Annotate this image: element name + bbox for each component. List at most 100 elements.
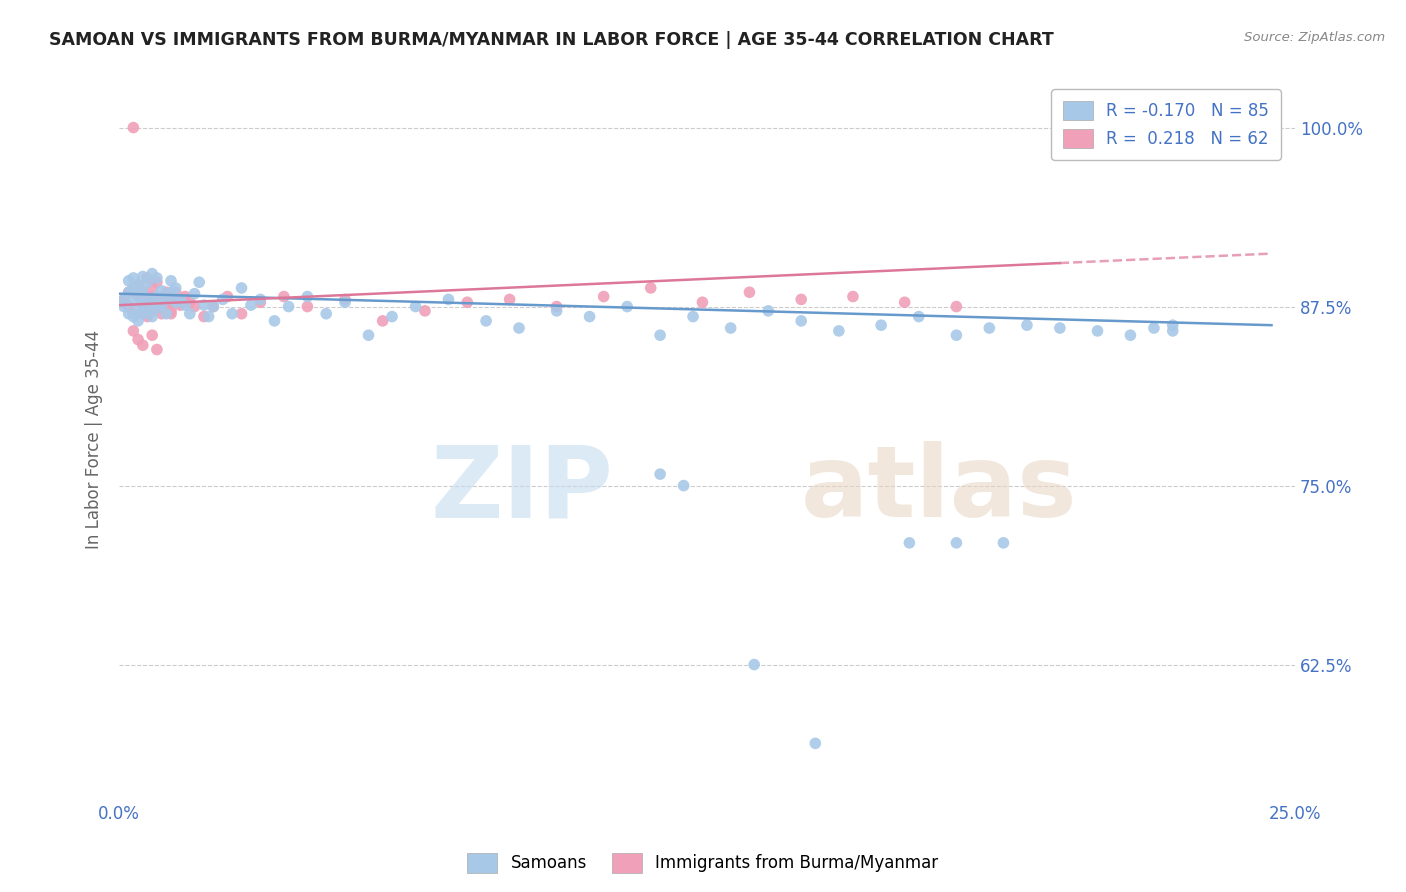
Point — [842, 289, 865, 303]
Point — [1161, 324, 1184, 338]
Point — [211, 293, 233, 307]
Point — [132, 298, 155, 312]
Point — [146, 343, 169, 357]
Point — [174, 298, 197, 312]
Point — [546, 304, 568, 318]
Point — [672, 478, 695, 492]
Point — [155, 300, 177, 314]
Point — [738, 285, 761, 300]
Point — [155, 307, 177, 321]
Point — [112, 295, 135, 310]
Point — [127, 333, 149, 347]
Point — [160, 307, 183, 321]
Point — [160, 304, 183, 318]
Point — [127, 278, 149, 293]
Point — [146, 301, 169, 315]
Point — [132, 338, 155, 352]
Text: atlas: atlas — [801, 442, 1078, 538]
Point — [297, 300, 319, 314]
Point — [112, 293, 135, 307]
Point — [112, 300, 135, 314]
Point — [1049, 321, 1071, 335]
Point — [898, 536, 921, 550]
Point — [249, 295, 271, 310]
Point — [371, 314, 394, 328]
Point — [160, 274, 183, 288]
Point — [141, 295, 163, 310]
Point — [413, 304, 436, 318]
Point — [122, 310, 145, 324]
Y-axis label: In Labor Force | Age 35-44: In Labor Force | Age 35-44 — [86, 329, 103, 549]
Point — [239, 298, 262, 312]
Point — [165, 293, 187, 307]
Text: Source: ZipAtlas.com: Source: ZipAtlas.com — [1244, 31, 1385, 45]
Point — [508, 321, 530, 335]
Point — [118, 285, 141, 300]
Point — [127, 278, 149, 293]
Text: SAMOAN VS IMMIGRANTS FROM BURMA/MYANMAR IN LABOR FORCE | AGE 35-44 CORRELATION C: SAMOAN VS IMMIGRANTS FROM BURMA/MYANMAR … — [49, 31, 1054, 49]
Point — [193, 310, 215, 324]
Point — [475, 314, 498, 328]
Point — [1161, 318, 1184, 333]
Legend: R = -0.170   N = 85, R =  0.218   N = 62: R = -0.170 N = 85, R = 0.218 N = 62 — [1052, 89, 1281, 160]
Point — [127, 289, 149, 303]
Point — [756, 304, 779, 318]
Point — [141, 304, 163, 318]
Point — [155, 293, 177, 307]
Point — [160, 295, 183, 310]
Point — [979, 321, 1001, 335]
Point — [333, 293, 356, 307]
Point — [127, 314, 149, 328]
Point — [165, 295, 187, 310]
Point — [263, 314, 285, 328]
Point — [682, 310, 704, 324]
Point — [1143, 321, 1166, 335]
Point — [150, 293, 173, 307]
Point — [993, 536, 1015, 550]
Point — [790, 293, 813, 307]
Point — [357, 328, 380, 343]
Point — [132, 284, 155, 298]
Point — [183, 300, 205, 314]
Point — [405, 300, 427, 314]
Point — [179, 307, 201, 321]
Point — [150, 284, 173, 298]
Point — [578, 310, 600, 324]
Point — [945, 328, 967, 343]
Point — [118, 307, 141, 321]
Point — [202, 300, 225, 314]
Point — [136, 310, 159, 324]
Point — [221, 307, 243, 321]
Point — [136, 293, 159, 307]
Point — [146, 298, 169, 312]
Point — [122, 324, 145, 338]
Point — [122, 120, 145, 135]
Point — [315, 307, 337, 321]
Point — [132, 285, 155, 300]
Point — [165, 281, 187, 295]
Legend: Samoans, Immigrants from Burma/Myanmar: Samoans, Immigrants from Burma/Myanmar — [461, 847, 945, 880]
Point — [141, 267, 163, 281]
Point — [945, 300, 967, 314]
Point — [141, 328, 163, 343]
Text: ZIP: ZIP — [430, 442, 613, 538]
Point — [1015, 318, 1038, 333]
Point — [188, 275, 211, 289]
Point — [437, 293, 460, 307]
Point — [127, 289, 149, 303]
Point — [231, 307, 253, 321]
Point — [150, 293, 173, 307]
Point — [118, 274, 141, 288]
Point — [122, 307, 145, 321]
Point — [169, 298, 191, 312]
Point — [297, 289, 319, 303]
Point — [202, 300, 225, 314]
Point — [828, 324, 851, 338]
Point — [456, 295, 478, 310]
Point — [132, 269, 155, 284]
Point — [132, 298, 155, 312]
Point — [141, 310, 163, 324]
Point — [118, 285, 141, 300]
Point — [742, 657, 765, 672]
Point — [498, 293, 520, 307]
